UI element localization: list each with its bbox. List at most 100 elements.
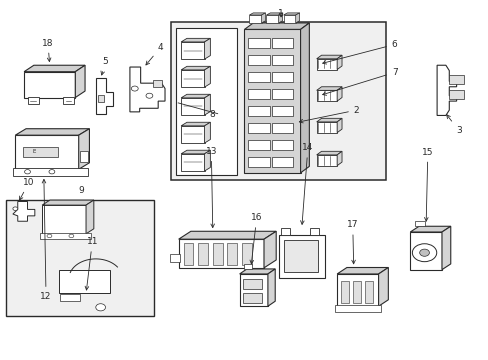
- Polygon shape: [181, 122, 210, 126]
- Bar: [183, 243, 193, 265]
- Polygon shape: [181, 98, 204, 115]
- Bar: [22, 147, 58, 157]
- Polygon shape: [261, 13, 265, 23]
- Polygon shape: [336, 274, 378, 306]
- Text: 13: 13: [205, 147, 217, 228]
- Polygon shape: [13, 202, 35, 221]
- Bar: [98, 95, 104, 102]
- Bar: [271, 72, 293, 82]
- Polygon shape: [295, 13, 299, 23]
- Bar: [248, 89, 269, 99]
- Polygon shape: [409, 226, 450, 232]
- Bar: [242, 243, 251, 265]
- Bar: [13, 168, 88, 176]
- Text: 7: 7: [322, 68, 397, 95]
- Text: 12: 12: [41, 179, 52, 301]
- Bar: [414, 221, 424, 226]
- Polygon shape: [316, 87, 341, 90]
- Text: 2: 2: [299, 105, 359, 123]
- Circle shape: [13, 207, 18, 211]
- Bar: [153, 80, 162, 87]
- Bar: [365, 281, 372, 303]
- Polygon shape: [283, 15, 295, 23]
- Polygon shape: [204, 66, 210, 87]
- Bar: [171, 22, 385, 180]
- Bar: [334, 305, 380, 312]
- Polygon shape: [267, 269, 275, 306]
- Polygon shape: [336, 118, 341, 133]
- Polygon shape: [249, 13, 265, 15]
- Bar: [248, 123, 269, 134]
- Polygon shape: [436, 65, 456, 116]
- Polygon shape: [316, 55, 341, 59]
- Bar: [248, 106, 269, 116]
- Polygon shape: [181, 154, 204, 171]
- Circle shape: [96, 304, 105, 311]
- Bar: [281, 228, 289, 234]
- Bar: [352, 281, 360, 303]
- Polygon shape: [204, 94, 210, 115]
- Circle shape: [131, 86, 138, 91]
- Polygon shape: [130, 67, 164, 112]
- Polygon shape: [178, 231, 276, 239]
- Bar: [271, 55, 293, 65]
- Bar: [63, 97, 74, 104]
- Circle shape: [24, 170, 30, 174]
- Polygon shape: [86, 200, 94, 234]
- Text: 17: 17: [346, 220, 358, 264]
- Polygon shape: [336, 87, 341, 101]
- Polygon shape: [244, 23, 309, 30]
- Text: 14: 14: [300, 143, 313, 224]
- Polygon shape: [42, 200, 94, 205]
- Polygon shape: [181, 70, 204, 87]
- Bar: [40, 233, 91, 239]
- Polygon shape: [178, 239, 264, 268]
- Bar: [5, 200, 154, 316]
- Polygon shape: [181, 94, 210, 98]
- Bar: [60, 294, 80, 301]
- Bar: [248, 140, 269, 150]
- Text: 18: 18: [42, 39, 54, 62]
- Text: 9: 9: [78, 185, 84, 194]
- Bar: [169, 253, 179, 262]
- Polygon shape: [336, 267, 387, 274]
- Text: 5: 5: [101, 57, 108, 75]
- Bar: [59, 270, 110, 293]
- Polygon shape: [181, 42, 204, 59]
- Polygon shape: [316, 155, 336, 166]
- Polygon shape: [441, 226, 450, 270]
- Polygon shape: [316, 151, 341, 155]
- Polygon shape: [181, 66, 210, 70]
- Bar: [271, 157, 293, 167]
- Polygon shape: [266, 13, 282, 15]
- Bar: [176, 28, 237, 175]
- Polygon shape: [15, 135, 79, 169]
- Text: 4: 4: [145, 43, 163, 65]
- Polygon shape: [278, 13, 282, 23]
- Bar: [227, 243, 237, 265]
- Polygon shape: [316, 59, 336, 69]
- Bar: [248, 157, 269, 167]
- Bar: [271, 38, 293, 48]
- Bar: [448, 75, 463, 84]
- Circle shape: [411, 244, 436, 262]
- Circle shape: [47, 234, 52, 238]
- Text: 16: 16: [249, 213, 262, 264]
- Text: 6: 6: [322, 40, 397, 64]
- Bar: [248, 72, 269, 82]
- Polygon shape: [264, 231, 276, 268]
- Bar: [310, 228, 319, 234]
- Bar: [248, 55, 269, 65]
- Polygon shape: [181, 150, 210, 154]
- Text: 11: 11: [85, 237, 98, 290]
- Bar: [271, 123, 293, 134]
- Polygon shape: [42, 205, 86, 234]
- Polygon shape: [266, 15, 278, 23]
- Polygon shape: [75, 65, 85, 98]
- Bar: [242, 279, 262, 289]
- Polygon shape: [79, 129, 89, 169]
- Polygon shape: [283, 13, 299, 15]
- Text: 8: 8: [209, 110, 215, 119]
- Text: 10: 10: [20, 178, 35, 200]
- Text: 3: 3: [446, 115, 461, 135]
